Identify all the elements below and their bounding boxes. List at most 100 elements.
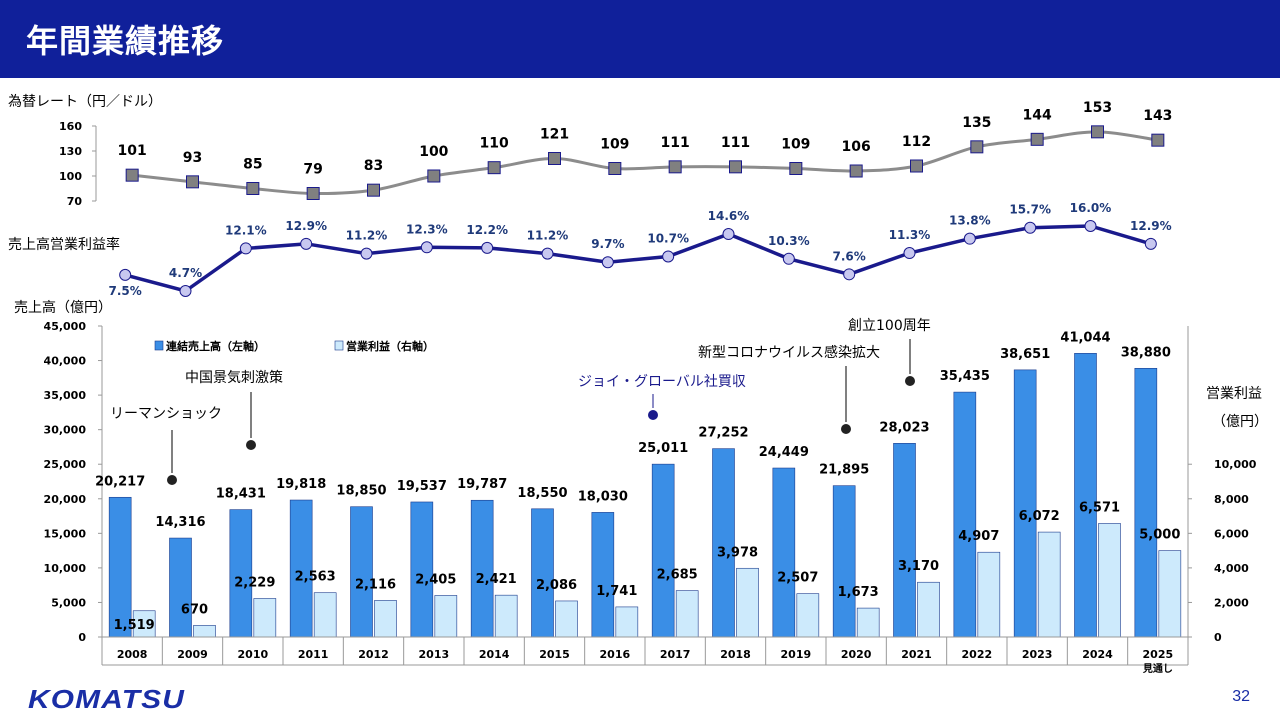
fx-data-label: 135 — [962, 115, 991, 131]
margin-axis-label: 売上高営業利益率 — [8, 236, 120, 253]
year-tick-label: 2013 — [419, 648, 450, 661]
fx-point-marker — [427, 169, 441, 183]
year-tick-label: 2015 — [539, 648, 570, 661]
year-tick-label: 2018 — [720, 648, 751, 661]
year-tick-label: 2009 — [177, 648, 208, 661]
sales-data-label: 19,787 — [457, 477, 507, 492]
profit-bar — [1037, 531, 1061, 638]
fx-point-marker — [1091, 125, 1104, 139]
margin-point-marker — [119, 268, 132, 281]
sales-bar — [410, 501, 434, 638]
margin-point-marker — [601, 256, 614, 269]
page-number: 32 — [1232, 688, 1250, 705]
margin-point-marker — [963, 232, 976, 245]
fx-point-marker — [1030, 132, 1044, 146]
margin-data-label: 12.9% — [1130, 219, 1172, 233]
sales-bar — [953, 391, 977, 638]
profit-legend-label: 営業利益（右軸） — [346, 339, 434, 353]
margin-point-marker — [722, 228, 735, 241]
profit-bar — [1098, 523, 1121, 638]
event-annotation-dot — [246, 440, 256, 450]
sales-data-label: 18,431 — [216, 487, 266, 502]
sales-data-label: 19,537 — [397, 479, 447, 494]
profit-bar — [494, 594, 518, 638]
margin-point-marker — [1024, 221, 1037, 234]
fx-data-label: 93 — [183, 150, 202, 166]
margin-point-marker — [179, 285, 192, 297]
fx-point-marker — [608, 162, 622, 175]
sales-bar — [772, 467, 796, 638]
sales-data-label: 27,252 — [698, 426, 748, 441]
fx-data-label: 109 — [600, 137, 629, 153]
profit-bar — [193, 625, 216, 638]
year-tick-label: 2008 — [117, 648, 148, 661]
margin-data-label: 14.6% — [708, 209, 750, 223]
margin-data-label: 16.0% — [1070, 201, 1112, 215]
year-tick-label: 2021 — [901, 648, 932, 661]
profit-bar — [374, 600, 397, 638]
sales-data-label: 25,011 — [638, 441, 688, 456]
profit-tick-label: 4,000 — [1214, 562, 1249, 575]
fx-tick-label: 130 — [59, 145, 82, 158]
margin-point-marker — [662, 250, 675, 263]
margin-series-line — [124, 224, 1152, 293]
profit-axis-label: 営業利益 — [1206, 386, 1262, 402]
margin-point-marker — [360, 247, 373, 260]
profit-legend-swatch — [334, 340, 344, 351]
margin-data-label: 10.3% — [768, 234, 810, 248]
fx-data-label: 85 — [243, 157, 262, 173]
margin-data-label: 15.7% — [1009, 203, 1051, 217]
fx-point-marker — [487, 161, 501, 175]
profit-data-label: 2,685 — [657, 568, 698, 583]
profit-tick-label: 0 — [1214, 631, 1222, 644]
event-annotation-label: ジョイ・グローバル社買収 — [578, 374, 746, 390]
margin-point-marker — [782, 252, 795, 265]
margin-point-marker — [300, 237, 313, 250]
sales-tick-label: 15,000 — [44, 527, 87, 540]
profit-data-label: 4,907 — [958, 529, 999, 544]
profit-tick-label: 2,000 — [1214, 596, 1249, 609]
event-annotation-dot — [648, 410, 658, 420]
profit-bar — [434, 595, 458, 638]
year-tick-label: 2019 — [781, 648, 812, 661]
year-tick-label: 2010 — [238, 648, 269, 661]
event-annotation-dot — [167, 475, 177, 485]
profit-data-label: 2,507 — [777, 571, 818, 586]
profit-tick-label: 6,000 — [1214, 527, 1249, 540]
sales-data-label: 18,030 — [578, 489, 628, 504]
fx-data-label: 109 — [781, 137, 810, 153]
margin-point-marker — [541, 247, 554, 260]
sales-bar — [651, 463, 675, 638]
margin-data-label: 12.2% — [466, 223, 508, 237]
fx-data-label: 143 — [1143, 108, 1172, 124]
fx-data-label: 121 — [540, 127, 569, 143]
sales-bar — [108, 496, 132, 638]
margin-data-label: 11.3% — [889, 228, 931, 242]
profit-bar — [917, 581, 940, 638]
sales-bar — [1013, 369, 1037, 638]
profit-bar — [313, 592, 337, 638]
fx-point-marker — [125, 168, 139, 182]
sales-bar — [591, 512, 615, 638]
margin-data-label: 11.2% — [346, 229, 388, 243]
sales-bar — [832, 485, 856, 638]
sales-bar — [350, 506, 373, 638]
sales-tick-label: 30,000 — [44, 424, 87, 437]
sales-tick-label: 45,000 — [44, 320, 87, 333]
sales-legend-swatch — [154, 340, 164, 351]
fx-point-marker — [367, 183, 380, 197]
margin-data-label: 7.5% — [109, 284, 142, 298]
profit-data-label: 2,229 — [234, 575, 275, 590]
margin-data-label: 4.7% — [169, 266, 202, 280]
sales-data-label: 21,895 — [819, 463, 869, 478]
fx-data-label: 111 — [721, 135, 750, 151]
margin-point-marker — [843, 268, 856, 281]
fx-tick-label: 70 — [67, 195, 83, 208]
fx-point-marker — [849, 164, 863, 178]
margin-data-label: 12.3% — [406, 222, 448, 236]
sales-bar — [712, 448, 735, 638]
margin-data-label: 11.2% — [527, 229, 569, 243]
margin-point-marker — [1144, 237, 1157, 250]
sales-bar — [470, 499, 494, 638]
